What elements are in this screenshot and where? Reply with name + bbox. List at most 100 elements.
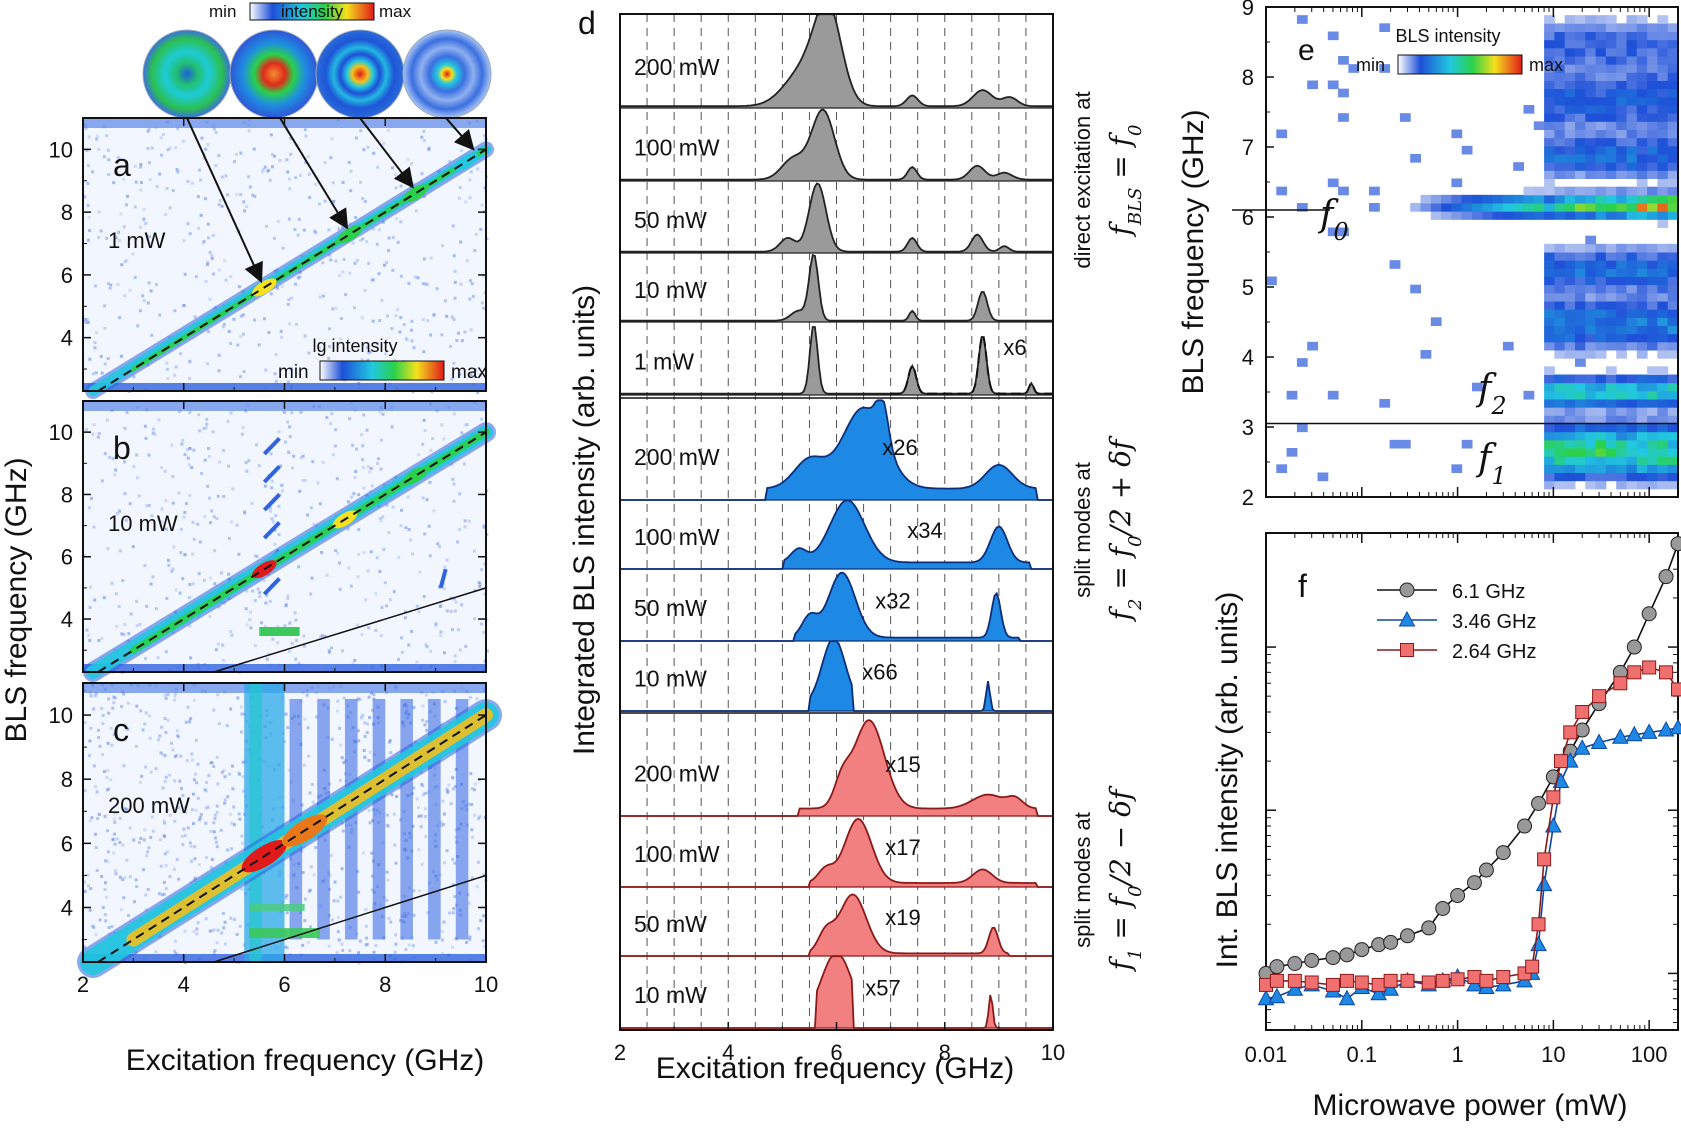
noise-dot (369, 751, 372, 754)
noise-dot (321, 261, 324, 264)
heat-cell (1668, 154, 1679, 163)
heat-cell (1410, 203, 1421, 212)
heat-cell (1431, 203, 1442, 212)
noise-dot (479, 919, 482, 922)
panel-f-point (1576, 705, 1589, 718)
noise-dot (394, 173, 397, 176)
heat-cell (1627, 56, 1638, 65)
heat-cell (1647, 293, 1658, 302)
heat-cell (1616, 334, 1627, 343)
heat-cell (1596, 260, 1607, 269)
noise-dot (206, 143, 209, 146)
spot-images (143, 30, 491, 118)
noise-dot (164, 499, 167, 502)
noise-dot (182, 140, 185, 143)
noise-dot (94, 346, 97, 349)
heat-cell (1668, 424, 1679, 433)
noise-dot (231, 487, 234, 490)
noise-dot (257, 588, 260, 591)
noise-dot (249, 626, 252, 629)
noise-dot (127, 914, 130, 917)
noise-dot (161, 753, 164, 756)
heat-cell (1451, 195, 1462, 204)
noise-dot (122, 693, 125, 696)
heat-cell (1647, 138, 1658, 147)
noise-dot (173, 820, 176, 823)
noise-dot (170, 444, 173, 447)
heat-cell (1668, 130, 1679, 139)
noise-dot (353, 659, 356, 662)
heat-cell (1585, 260, 1596, 269)
noise-dot (98, 211, 101, 214)
noise-dot (184, 834, 187, 837)
noise-dot (108, 926, 111, 929)
heat-cell (1554, 170, 1565, 179)
noise-dot (186, 180, 189, 183)
heat-cell (1451, 203, 1462, 212)
noise-dot (421, 443, 424, 446)
noise-dot (352, 492, 355, 495)
noise-dot (139, 709, 142, 712)
heat-cell (1585, 252, 1596, 261)
heat-cell (1616, 473, 1627, 482)
heat-cell (1627, 285, 1638, 294)
noise-dot (240, 835, 243, 838)
heat-cell (1544, 154, 1555, 163)
legend-marker (1400, 583, 1414, 597)
heat-cell (1575, 260, 1586, 269)
noise-dot (404, 948, 407, 951)
heat-cell (1657, 293, 1668, 302)
noise-dot (367, 262, 370, 265)
noise-dot (399, 316, 402, 319)
noise-dot (295, 639, 298, 642)
heat-cell (1554, 293, 1565, 302)
noise-dot (482, 939, 485, 942)
noise-dot (294, 619, 297, 622)
noise-dot (238, 285, 241, 288)
heat-cell (1585, 130, 1596, 139)
noise-dot (277, 220, 280, 223)
heat-cell (1544, 285, 1555, 294)
heat-cell (1606, 146, 1617, 155)
heat-cell (1575, 350, 1586, 359)
noise-dot (429, 650, 432, 653)
heat-cell (1657, 154, 1668, 163)
side-label-text: split modes at (1070, 462, 1095, 598)
panel-e-y-tick-label: 3 (1242, 415, 1254, 440)
noise-dot (182, 828, 185, 831)
noise-dot (96, 135, 99, 138)
noise-dot (186, 759, 189, 762)
noise-dot (113, 473, 116, 476)
heat-cell (1472, 195, 1483, 204)
noise-dot (416, 797, 419, 800)
noise-dot (327, 228, 330, 231)
noise-dot (481, 204, 484, 207)
heat-cell (1544, 138, 1555, 147)
panel-d-power-label: 10 mW (634, 277, 707, 303)
noise-dot (230, 847, 233, 850)
noise-dot (263, 317, 266, 320)
noise-dot (213, 549, 216, 552)
x-tick-label: 8 (379, 972, 391, 997)
noise-dot (450, 802, 453, 805)
heat-cell (1513, 162, 1524, 171)
noise-dot (336, 700, 339, 703)
heat-cell (1627, 448, 1638, 457)
noise-dot (181, 577, 184, 580)
heat-cell (1462, 146, 1473, 155)
noise-dot (458, 492, 461, 495)
heat-cell (1575, 23, 1586, 32)
heat-cell (1647, 244, 1658, 253)
noise-dot (350, 496, 353, 499)
noise-dot (290, 297, 293, 300)
heat-cell (1544, 252, 1555, 261)
heat-cell (1575, 146, 1586, 155)
heat-cell (1554, 121, 1565, 130)
noise-dot (362, 414, 365, 417)
noise-dot (360, 633, 363, 636)
noise-dot (210, 929, 213, 932)
heat-cell (1668, 473, 1679, 482)
heat-cell (1575, 464, 1586, 473)
noise-dot (273, 237, 276, 240)
